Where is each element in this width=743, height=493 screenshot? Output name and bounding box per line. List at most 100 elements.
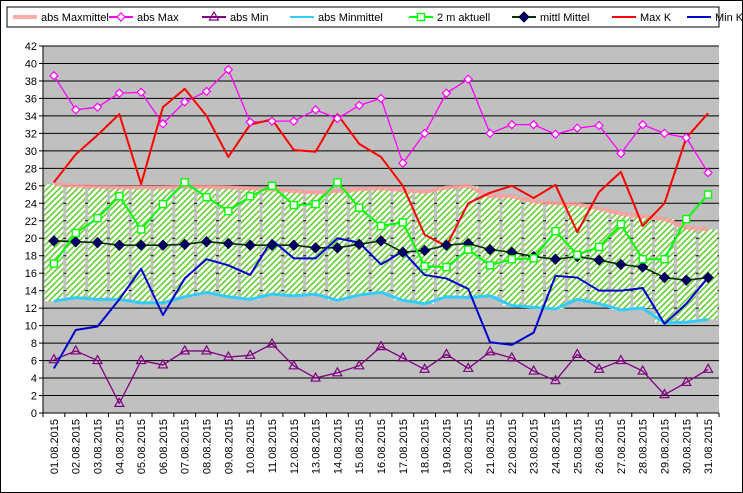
data-point-2-m-aktuell bbox=[594, 242, 604, 252]
data-point-2-m-aktuell bbox=[660, 255, 669, 264]
data-point-2-m-aktuell bbox=[507, 255, 517, 264]
data-point-abs-min bbox=[266, 337, 278, 348]
data-point-mittl-mittel bbox=[397, 246, 409, 258]
data-point-abs-min bbox=[419, 363, 431, 373]
y-tick-label: 10 bbox=[25, 321, 37, 333]
y-tick-label: 24 bbox=[25, 198, 37, 210]
x-tick-label: 23.08.2015 bbox=[529, 419, 541, 474]
data-point-abs-min bbox=[615, 354, 627, 365]
data-point-abs-min bbox=[375, 340, 387, 351]
data-point-2-m-aktuell bbox=[551, 227, 560, 236]
data-point-2-m-aktuell bbox=[93, 213, 102, 223]
y-tick-label: 36 bbox=[25, 93, 37, 105]
data-point-abs-min bbox=[48, 353, 60, 364]
x-tick-label: 04.08.2015 bbox=[114, 419, 126, 474]
x-tick-label: 15.08.2015 bbox=[354, 419, 366, 474]
x-tick-label: 18.08.2015 bbox=[420, 419, 432, 474]
x-tick-label: 02.08.2015 bbox=[71, 419, 83, 474]
data-point-2-m-aktuell bbox=[398, 218, 408, 227]
data-point-abs-max bbox=[288, 116, 299, 126]
x-tick-label: 10.08.2015 bbox=[245, 419, 257, 474]
x-tick-label: 16.08.2015 bbox=[376, 419, 388, 474]
series-line-abs-min bbox=[53, 343, 709, 405]
data-point-2-m-aktuell bbox=[703, 190, 713, 199]
data-point-mittl-mittel bbox=[48, 235, 60, 247]
data-point-2-m-aktuell bbox=[464, 245, 473, 254]
data-point-2-m-aktuell bbox=[158, 199, 168, 209]
x-tick-label: 24.08.2015 bbox=[550, 419, 562, 474]
legend-label-min-k: Min K bbox=[715, 12, 742, 24]
data-point-mittl-mittel bbox=[179, 238, 191, 251]
data-point-abs-max bbox=[572, 123, 583, 133]
data-point-abs-max bbox=[594, 120, 604, 131]
data-point-abs-max bbox=[92, 102, 103, 113]
data-point-abs-max bbox=[659, 128, 670, 139]
data-point-mittl-mittel bbox=[309, 242, 322, 254]
series-line-max-k bbox=[53, 87, 709, 248]
series-line-min-k bbox=[53, 237, 709, 369]
y-tick-label: 34 bbox=[25, 111, 37, 123]
data-point-2-m-aktuell bbox=[420, 262, 429, 271]
data-point-abs-min bbox=[528, 364, 540, 375]
data-point-2-m-aktuell bbox=[682, 214, 691, 224]
legend-label-abs-minmittel: abs Minmittel bbox=[318, 12, 383, 24]
data-point-mittl-mittel bbox=[288, 239, 300, 251]
data-point-abs-min bbox=[91, 354, 104, 365]
data-point-2-m-aktuell bbox=[180, 178, 189, 187]
data-point-abs-max bbox=[245, 117, 256, 127]
data-point-abs-max bbox=[310, 104, 321, 115]
data-point-abs-min bbox=[113, 397, 125, 407]
data-point-mittl-mittel bbox=[331, 242, 344, 254]
legend-label-abs-max: abs Max bbox=[137, 12, 179, 24]
y-tick-label: 40 bbox=[25, 58, 37, 70]
data-point-mittl-mittel bbox=[549, 253, 562, 265]
data-point-abs-max bbox=[179, 97, 190, 107]
x-tick-label: 21.08.2015 bbox=[485, 419, 497, 474]
legend-label-max-k: Max K bbox=[640, 12, 672, 24]
x-tick-label: 26.08.2015 bbox=[594, 419, 606, 474]
x-tick-label: 07.08.2015 bbox=[180, 419, 192, 474]
data-point-abs-max bbox=[49, 70, 59, 81]
data-point-2-m-aktuell bbox=[354, 203, 364, 212]
data-point-mittl-mittel bbox=[702, 271, 714, 284]
data-point-2-m-aktuell bbox=[49, 259, 59, 268]
data-point-abs-min bbox=[201, 344, 213, 355]
data-point-abs-max bbox=[354, 100, 365, 111]
y-tick-label: 0 bbox=[31, 408, 37, 420]
data-point-2-m-aktuell bbox=[376, 221, 386, 231]
x-tick-label: 28.08.2015 bbox=[638, 419, 650, 474]
data-point-abs-max bbox=[463, 74, 474, 85]
x-tick-label: 08.08.2015 bbox=[202, 419, 214, 474]
data-point-abs-max bbox=[703, 167, 713, 178]
data-point-abs-max bbox=[681, 132, 692, 143]
data-point-2-m-aktuell bbox=[202, 192, 211, 202]
data-point-mittl-mittel bbox=[484, 243, 496, 256]
x-tick-label: 22.08.2015 bbox=[507, 419, 519, 474]
data-point-mittl-mittel bbox=[440, 239, 453, 251]
series-line-abs-minmittel bbox=[53, 290, 709, 325]
data-point-mittl-mittel bbox=[157, 239, 169, 251]
data-point-2-m-aktuell bbox=[638, 255, 647, 264]
x-tick-label: 31.08.2015 bbox=[703, 419, 715, 474]
data-point-abs-min bbox=[135, 354, 147, 365]
legend-box bbox=[6, 6, 720, 28]
y-tick-label: 26 bbox=[25, 181, 37, 193]
x-tick-label: 01.08.2015 bbox=[49, 419, 61, 474]
x-tick-label: 09.08.2015 bbox=[223, 419, 235, 474]
x-tick-label: 14.08.2015 bbox=[332, 419, 344, 474]
y-tick-label: 16 bbox=[25, 268, 37, 280]
legend-label-mittl-mittel: mittl Mittel bbox=[540, 12, 590, 24]
data-point-abs-min bbox=[440, 348, 452, 359]
data-point-2-m-aktuell bbox=[115, 192, 124, 201]
data-point-abs-max bbox=[550, 129, 561, 140]
legend-marker-mittl-mittel bbox=[518, 11, 530, 23]
x-tick-label: 03.08.2015 bbox=[93, 419, 105, 474]
data-point-abs-min bbox=[222, 350, 234, 361]
data-point-2-m-aktuell bbox=[136, 225, 146, 234]
data-point-mittl-mittel bbox=[636, 261, 649, 273]
data-point-mittl-mittel bbox=[91, 236, 104, 249]
data-point-mittl-mittel bbox=[222, 237, 235, 250]
data-point-2-m-aktuell bbox=[529, 254, 538, 263]
